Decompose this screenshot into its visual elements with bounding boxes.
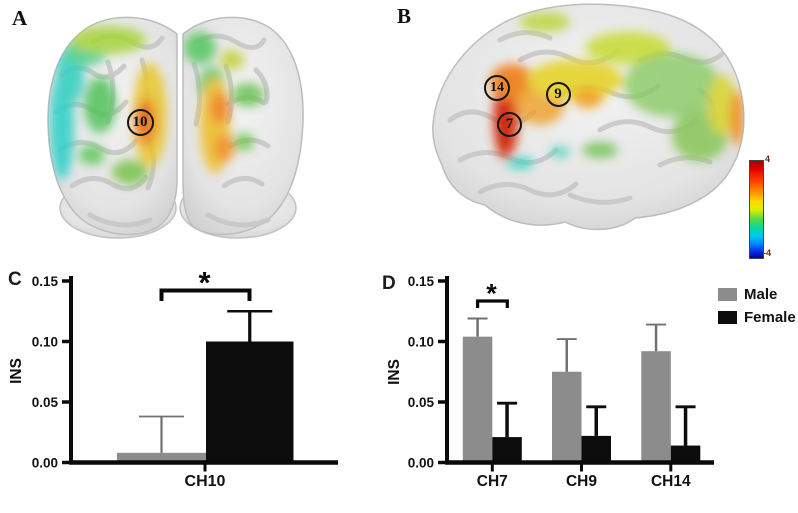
bar-male-ch10 [117, 452, 206, 463]
channel-marker-7: 7 [497, 111, 522, 137]
legend-male-swatch [718, 288, 737, 301]
channel-marker-10: 10 [126, 108, 154, 136]
chart-C: 0.00 0.05 0.10 0.15 INS CH10 * [8, 265, 338, 490]
significance-star: * [198, 265, 211, 300]
legend-male-label: Male [744, 286, 778, 303]
y-tick-label: 0.10 [408, 335, 434, 350]
legend-female-row: Female [718, 310, 796, 325]
x-category-label: CH10 [185, 473, 226, 490]
y-tick-label: 0.05 [408, 395, 435, 410]
panel-label-b: B [397, 4, 412, 28]
y-axis-label: INS [8, 358, 25, 384]
colorbar [749, 160, 764, 259]
colorbar-max-label: 4 [765, 154, 771, 164]
panel-label-c: C [8, 269, 22, 290]
activation-overlay-lateral [490, 12, 744, 169]
y-tick-label: 0.00 [32, 456, 58, 471]
significance-bracket [476, 299, 509, 308]
y-tick-label: 0.15 [408, 274, 435, 289]
x-category-label: CH9 [566, 473, 597, 490]
y-tick-label: 0.15 [32, 274, 59, 289]
channel-marker-9: 9 [545, 81, 571, 107]
panel-label-a: A [12, 6, 28, 30]
x-category-label: CH14 [651, 473, 691, 490]
y-tick-label: 0.05 [32, 395, 59, 410]
colorbar-min-label: -4 [763, 248, 772, 258]
legend-female-label: Female [744, 309, 796, 326]
bar-female-ch7 [492, 437, 522, 463]
y-tick-label: 0.10 [32, 335, 58, 350]
panel-label-d: D [382, 273, 396, 294]
activation-overlay-frontal [50, 26, 264, 184]
channel-marker-9-label: 9 [554, 85, 562, 102]
bar-female-ch9 [581, 435, 611, 463]
legend-male-row: Male [718, 287, 777, 302]
channel-marker-14-label: 14 [490, 80, 504, 95]
significance-bracket [159, 288, 252, 301]
y-tick-label: 0.00 [408, 456, 434, 471]
bar-female-ch14 [670, 445, 701, 463]
bar-male-ch9 [552, 371, 582, 463]
channel-marker-14: 14 [484, 75, 510, 101]
bar-male-ch7 [462, 336, 493, 463]
chart-D: 0.00 0.05 0.10 0.15 INS CH7 CH9 CH14 * [386, 274, 714, 490]
channel-marker-7-label: 7 [505, 115, 514, 132]
bar-female-ch10 [206, 341, 294, 463]
legend-female-swatch [718, 311, 737, 324]
brain-frontal-render [47, 16, 304, 239]
bar-male-ch14 [641, 351, 671, 463]
y-axis-label: INS [386, 359, 403, 385]
significance-star: * [486, 279, 497, 309]
channel-marker-10-label: 10 [132, 113, 148, 130]
x-category-label: CH7 [477, 473, 508, 490]
brain-lateral-render [432, 3, 745, 231]
